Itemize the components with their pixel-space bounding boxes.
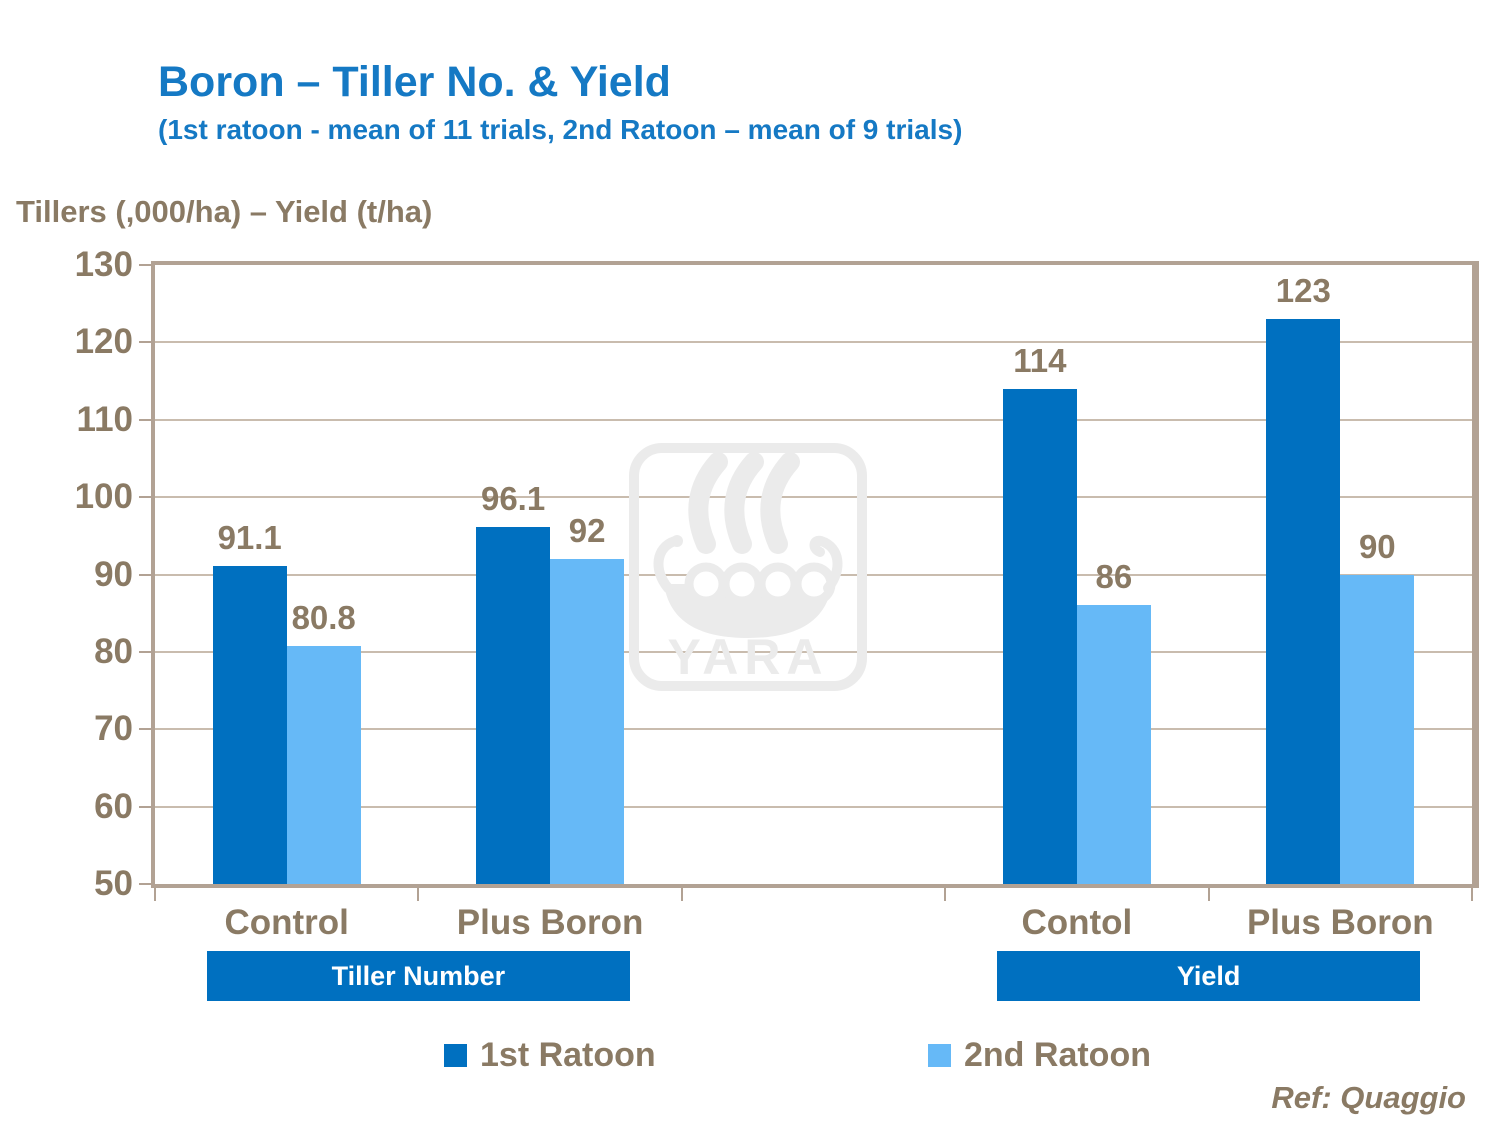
bar-value-label: 90 [1358, 527, 1396, 565]
bar-2nd-ratoon-contol [1076, 605, 1151, 884]
legend-item-2nd-ratoon: 2nd Ratoon [928, 1036, 1151, 1075]
bar-value-label: 80.8 [291, 598, 356, 636]
y-tick-mark [139, 264, 155, 266]
y-tick-mark [139, 341, 155, 344]
y-tick-mark [139, 496, 155, 499]
bar-1st-ratoon-control [212, 565, 287, 884]
x-tick-mark [1471, 888, 1473, 901]
x-tick-mark [1207, 888, 1210, 901]
bar-value-label: 92 [568, 512, 606, 550]
y-tick-mark [139, 883, 155, 885]
legend-label-1st-ratoon: 1st Ratoon [480, 1036, 656, 1074]
y-tick-label: 90 [94, 554, 133, 594]
bar-1st-ratoon-plus-boron [1266, 319, 1341, 884]
category-label-plus-boron: Plus Boron [456, 903, 644, 942]
gridline-80 [155, 650, 1472, 653]
gridline-100 [155, 496, 1472, 499]
y-tick-label: 120 [74, 322, 133, 362]
y-tick-label: 80 [94, 631, 133, 671]
category-label-contol: Contol [1021, 903, 1133, 942]
y-tick-mark [139, 805, 155, 808]
bar-2nd-ratoon-control [286, 645, 361, 884]
chart-title: Boron – Tiller No. & Yield [158, 58, 671, 106]
chart-subtitle: (1st ratoon - mean of 11 trials, 2nd Rat… [158, 114, 963, 145]
bar-value-label: 86 [1095, 558, 1133, 596]
x-tick-mark [154, 888, 156, 901]
bar-value-label: 96.1 [480, 480, 546, 518]
category-label-plus-boron: Plus Boron [1246, 903, 1434, 942]
y-tick-label: 70 [94, 709, 133, 749]
y-tick-mark [139, 418, 155, 421]
bar-2nd-ratoon-plus-boron [550, 559, 625, 884]
bar-value-label: 114 [1013, 341, 1067, 379]
y-tick-label: 50 [94, 864, 133, 903]
y-tick-label: 130 [74, 245, 133, 284]
y-tick-label: 60 [94, 786, 133, 826]
y-axis-title: Tillers (,000/ha) – Yield (t/ha) [16, 194, 433, 229]
y-tick-label: 110 [76, 399, 133, 439]
gridline-70 [155, 728, 1472, 731]
bar-2nd-ratoon-plus-boron [1340, 574, 1415, 884]
bar-value-label: 91.1 [217, 518, 282, 556]
watermark-frame [629, 443, 867, 691]
x-tick-mark [417, 888, 420, 901]
bar-1st-ratoon-plus-boron [476, 527, 551, 884]
y-tick-label: 100 [74, 477, 133, 517]
legend-item-1st-ratoon: 1st Ratoon [444, 1036, 656, 1075]
ship-sails-icon [688, 452, 800, 554]
legend-swatch-2nd-ratoon [928, 1044, 951, 1067]
bar-1st-ratoon-contol [1002, 388, 1077, 884]
bar-value-label: 123 [1275, 272, 1331, 310]
gridline-120 [155, 341, 1472, 344]
y-tick-mark [139, 728, 155, 731]
legend-label-2nd-ratoon: 2nd Ratoon [964, 1036, 1151, 1074]
yara-logo-watermark: YARA [629, 443, 867, 691]
reference-text: Ref: Quaggio [1271, 1080, 1466, 1115]
gridline-110 [155, 418, 1472, 421]
legend-swatch-1st-ratoon [444, 1044, 467, 1067]
viking-ship-icon [653, 535, 843, 638]
category-label-control: Control [224, 903, 349, 942]
group-band-tiller-number: Tiller Number [207, 951, 630, 1001]
y-tick-mark [139, 573, 155, 576]
plot-area: YARA 91.1 96.1 114 123 80.8 92 86 90 [151, 261, 1479, 888]
watermark-text: YARA [667, 629, 828, 685]
x-tick-mark [680, 888, 683, 901]
y-tick-mark [139, 650, 155, 653]
x-tick-mark [944, 888, 947, 901]
group-band-yield: Yield [997, 951, 1420, 1001]
gridline-60 [155, 805, 1472, 808]
